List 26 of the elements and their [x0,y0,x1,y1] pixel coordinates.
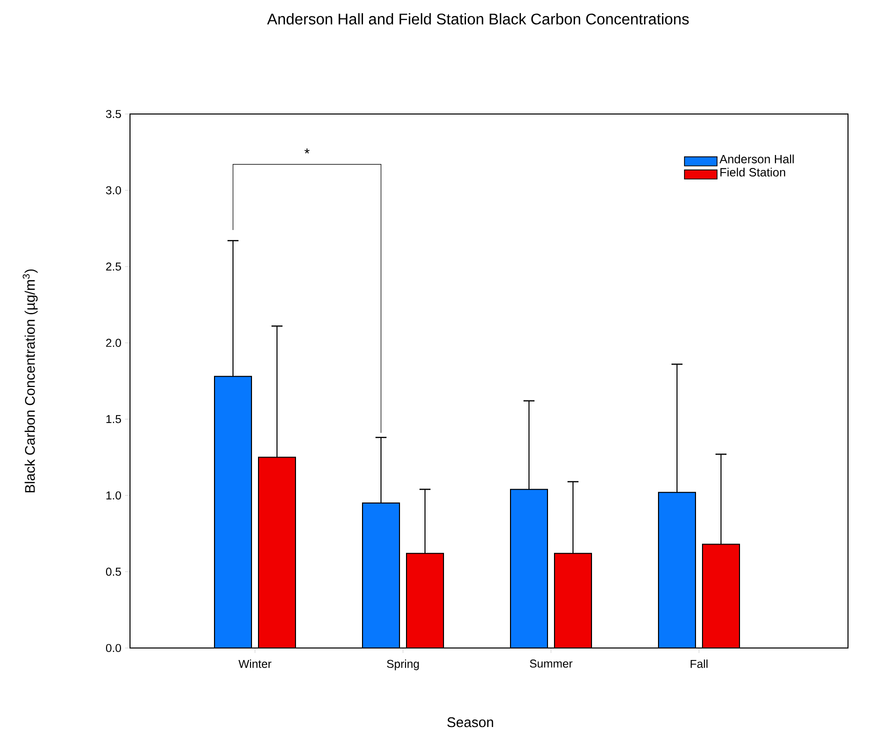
bar [658,492,696,648]
y-tick-label: 0.0 [106,644,122,652]
bar [362,502,400,648]
y-tick-label: 2.5 [106,262,121,271]
annotation: * [304,148,310,154]
bar [406,552,444,648]
y-tick-label: 3.0 [106,186,122,194]
x-axis-title: Season [447,717,494,728]
y-tick-label: 1.5 [106,415,121,424]
y-axis-title: Black Carbon Concentration (µg/m$^{3}$) [22,269,38,492]
y-tick-label: 1.0 [106,491,122,500]
bar [258,456,296,648]
x-tick-label: Winter [238,660,272,668]
x-tick-label: Spring [386,660,419,670]
bar [554,552,592,648]
bar [214,376,252,648]
x-tick-label: Summer [530,660,572,668]
legend-label: Anderson Hall [719,154,794,164]
bar [510,488,548,648]
legend-label: Field Station [720,168,786,176]
y-tick-label: 2.0 [106,338,122,347]
chart-title: Anderson Hall and Field Station Black Carbon Concentrations [267,13,689,25]
x-tick-label: Fall [690,660,708,668]
bar [702,544,740,648]
y-tick-label: 3.5 [106,110,121,118]
y-tick-label: 0.5 [106,568,121,576]
